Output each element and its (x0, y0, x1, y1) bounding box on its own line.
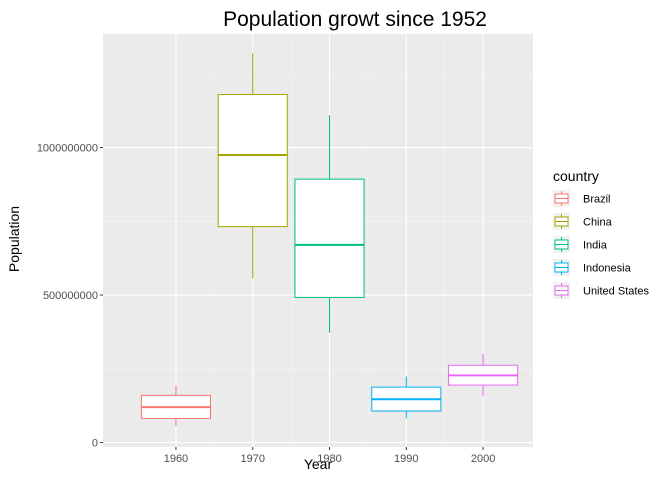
legend-label: China (583, 217, 613, 229)
legend-item-indonesia: Indonesia (553, 259, 632, 276)
box-china (217, 53, 288, 279)
legend-title: country (553, 168, 599, 184)
x-tick-label: 1980 (317, 453, 341, 465)
box-united-states (448, 353, 519, 397)
legend-item-brazil: Brazil (553, 190, 611, 207)
x-tick-label: 1960 (164, 453, 188, 465)
y-tick-label: 500000000 (43, 290, 98, 302)
box-indonesia (371, 376, 442, 419)
legend-label: United States (583, 286, 650, 298)
legend-label: India (583, 240, 608, 252)
box-brazil (140, 385, 211, 427)
box-body (217, 93, 288, 228)
x-tick-label: 1990 (394, 453, 418, 465)
legend-item-united-states: United States (553, 282, 650, 299)
box-india (294, 115, 365, 333)
legend-label: Indonesia (583, 263, 632, 275)
legend-item-india: India (553, 236, 608, 253)
grid-major (103, 34, 533, 447)
legend-label: Brazil (583, 194, 611, 206)
x-tick-label: 2000 (471, 453, 495, 465)
x-tick-label: 1970 (240, 453, 264, 465)
chart-title: Population growt since 1952 (223, 8, 487, 31)
x-axis: 1960 1970 1980 1990 2000 (164, 447, 495, 465)
boxes-layer (140, 53, 519, 427)
y-axis: 0 500000000 1000000000 (37, 143, 103, 450)
legend: country Brazil China India Indonesia United … (553, 168, 650, 299)
y-tick-label: 0 (92, 438, 98, 450)
y-tick-label: 1000000000 (37, 143, 98, 155)
legend-item-china: China (553, 213, 613, 230)
x-axis-title: Year (304, 456, 333, 472)
y-axis-title: Population (6, 206, 22, 272)
box-body (294, 178, 365, 298)
